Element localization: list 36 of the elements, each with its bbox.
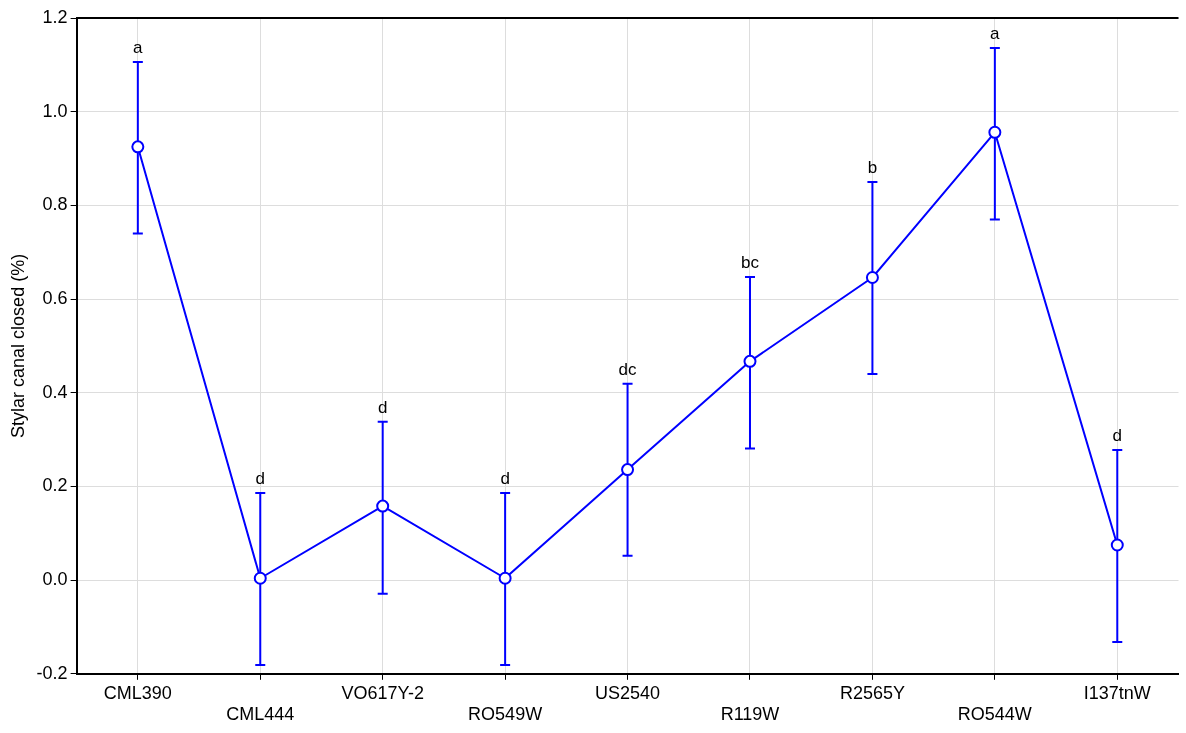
annotation: a [990, 24, 1001, 44]
annotation: d [255, 469, 265, 489]
annotation: dc [618, 360, 638, 380]
point [743, 354, 757, 368]
x-tick-label: RO549W [468, 704, 543, 725]
y-tick-label: 0.8 [42, 194, 68, 215]
y-tick-label: 0.2 [42, 475, 68, 496]
annotation: d [377, 397, 388, 417]
point [131, 140, 145, 154]
point [376, 499, 390, 513]
point [621, 463, 635, 477]
point [253, 571, 267, 585]
annotation: d [500, 469, 510, 489]
point [988, 125, 1002, 139]
annotation: d [1112, 426, 1123, 446]
x-tick-label: US2540 [595, 682, 661, 703]
y-axis-title: Stylar canal closed (%) [7, 253, 28, 438]
x-tick-label: CML444 [226, 704, 295, 725]
x-tick-label: CML390 [103, 682, 172, 703]
annotation: bc [741, 253, 760, 273]
annotation: b [867, 158, 878, 178]
annotation: a [133, 38, 144, 58]
y-tick-label: -0.2 [36, 662, 68, 683]
point [865, 271, 879, 285]
y-tick-label: 0.6 [42, 288, 68, 309]
x-tick-label: RO544W [957, 704, 1032, 725]
point [498, 571, 512, 585]
x-tick-label: R119W [720, 704, 780, 725]
point [1110, 538, 1124, 552]
y-tick-label: 0.0 [42, 569, 68, 590]
y-tick-label: 1.2 [42, 6, 68, 27]
y-tick-label: 1.0 [42, 100, 68, 121]
y-tick-label: 0.4 [42, 381, 68, 402]
x-tick-label: I137tnW [1083, 682, 1151, 703]
x-tick-label: VO617Y-2 [341, 682, 424, 703]
x-tick-label: R2565Y [839, 682, 905, 703]
